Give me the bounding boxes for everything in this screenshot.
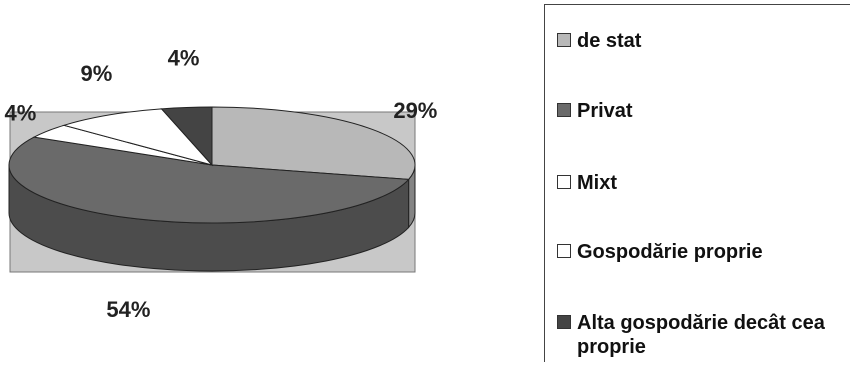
legend-swatch [557, 175, 571, 189]
legend-label: Alta gospodărie decât cea proprie [577, 312, 825, 358]
legend-item-privat: Privat [557, 99, 633, 123]
data-label-privat: 54% [106, 297, 150, 322]
legend-item-mixt: Mixt [557, 171, 617, 195]
pie-slice-de-stat [211, 106, 416, 180]
data-label-de-stat: 29% [393, 98, 437, 123]
pie-slice-privat [8, 136, 410, 224]
legend-swatch [557, 315, 571, 329]
data-label-alta-gospodarie-decat-cea-proprie: 4% [168, 45, 200, 70]
legend-item-gospodarie-proprie: Gospodărie proprie [557, 240, 763, 264]
legend-swatch [557, 103, 571, 117]
pie-slice-gospodarie-proprie [62, 108, 214, 166]
data-label-gospodarie-proprie: 9% [81, 61, 113, 86]
pie-top [8, 106, 416, 224]
legend-label: Privat [577, 100, 633, 122]
legend: de stat Privat Mixt Gospodărie proprie A… [544, 4, 850, 362]
legend-label: Gospodărie proprie [577, 241, 763, 263]
legend-swatch [557, 33, 571, 47]
data-label-mixt: 4% [4, 100, 36, 125]
legend-item-alta-gospodarie: Alta gospodărie decât cea proprie [557, 311, 847, 359]
legend-swatch [557, 244, 571, 258]
legend-label: de stat [577, 30, 642, 52]
legend-item-de-stat: de stat [557, 29, 641, 53]
pie-labels: 29% 54% 4% 9% 4% [4, 45, 437, 321]
legend-label: Mixt [577, 172, 617, 194]
pie-slice-alta-gospodarie-decat-cea-proprie [160, 106, 213, 167]
